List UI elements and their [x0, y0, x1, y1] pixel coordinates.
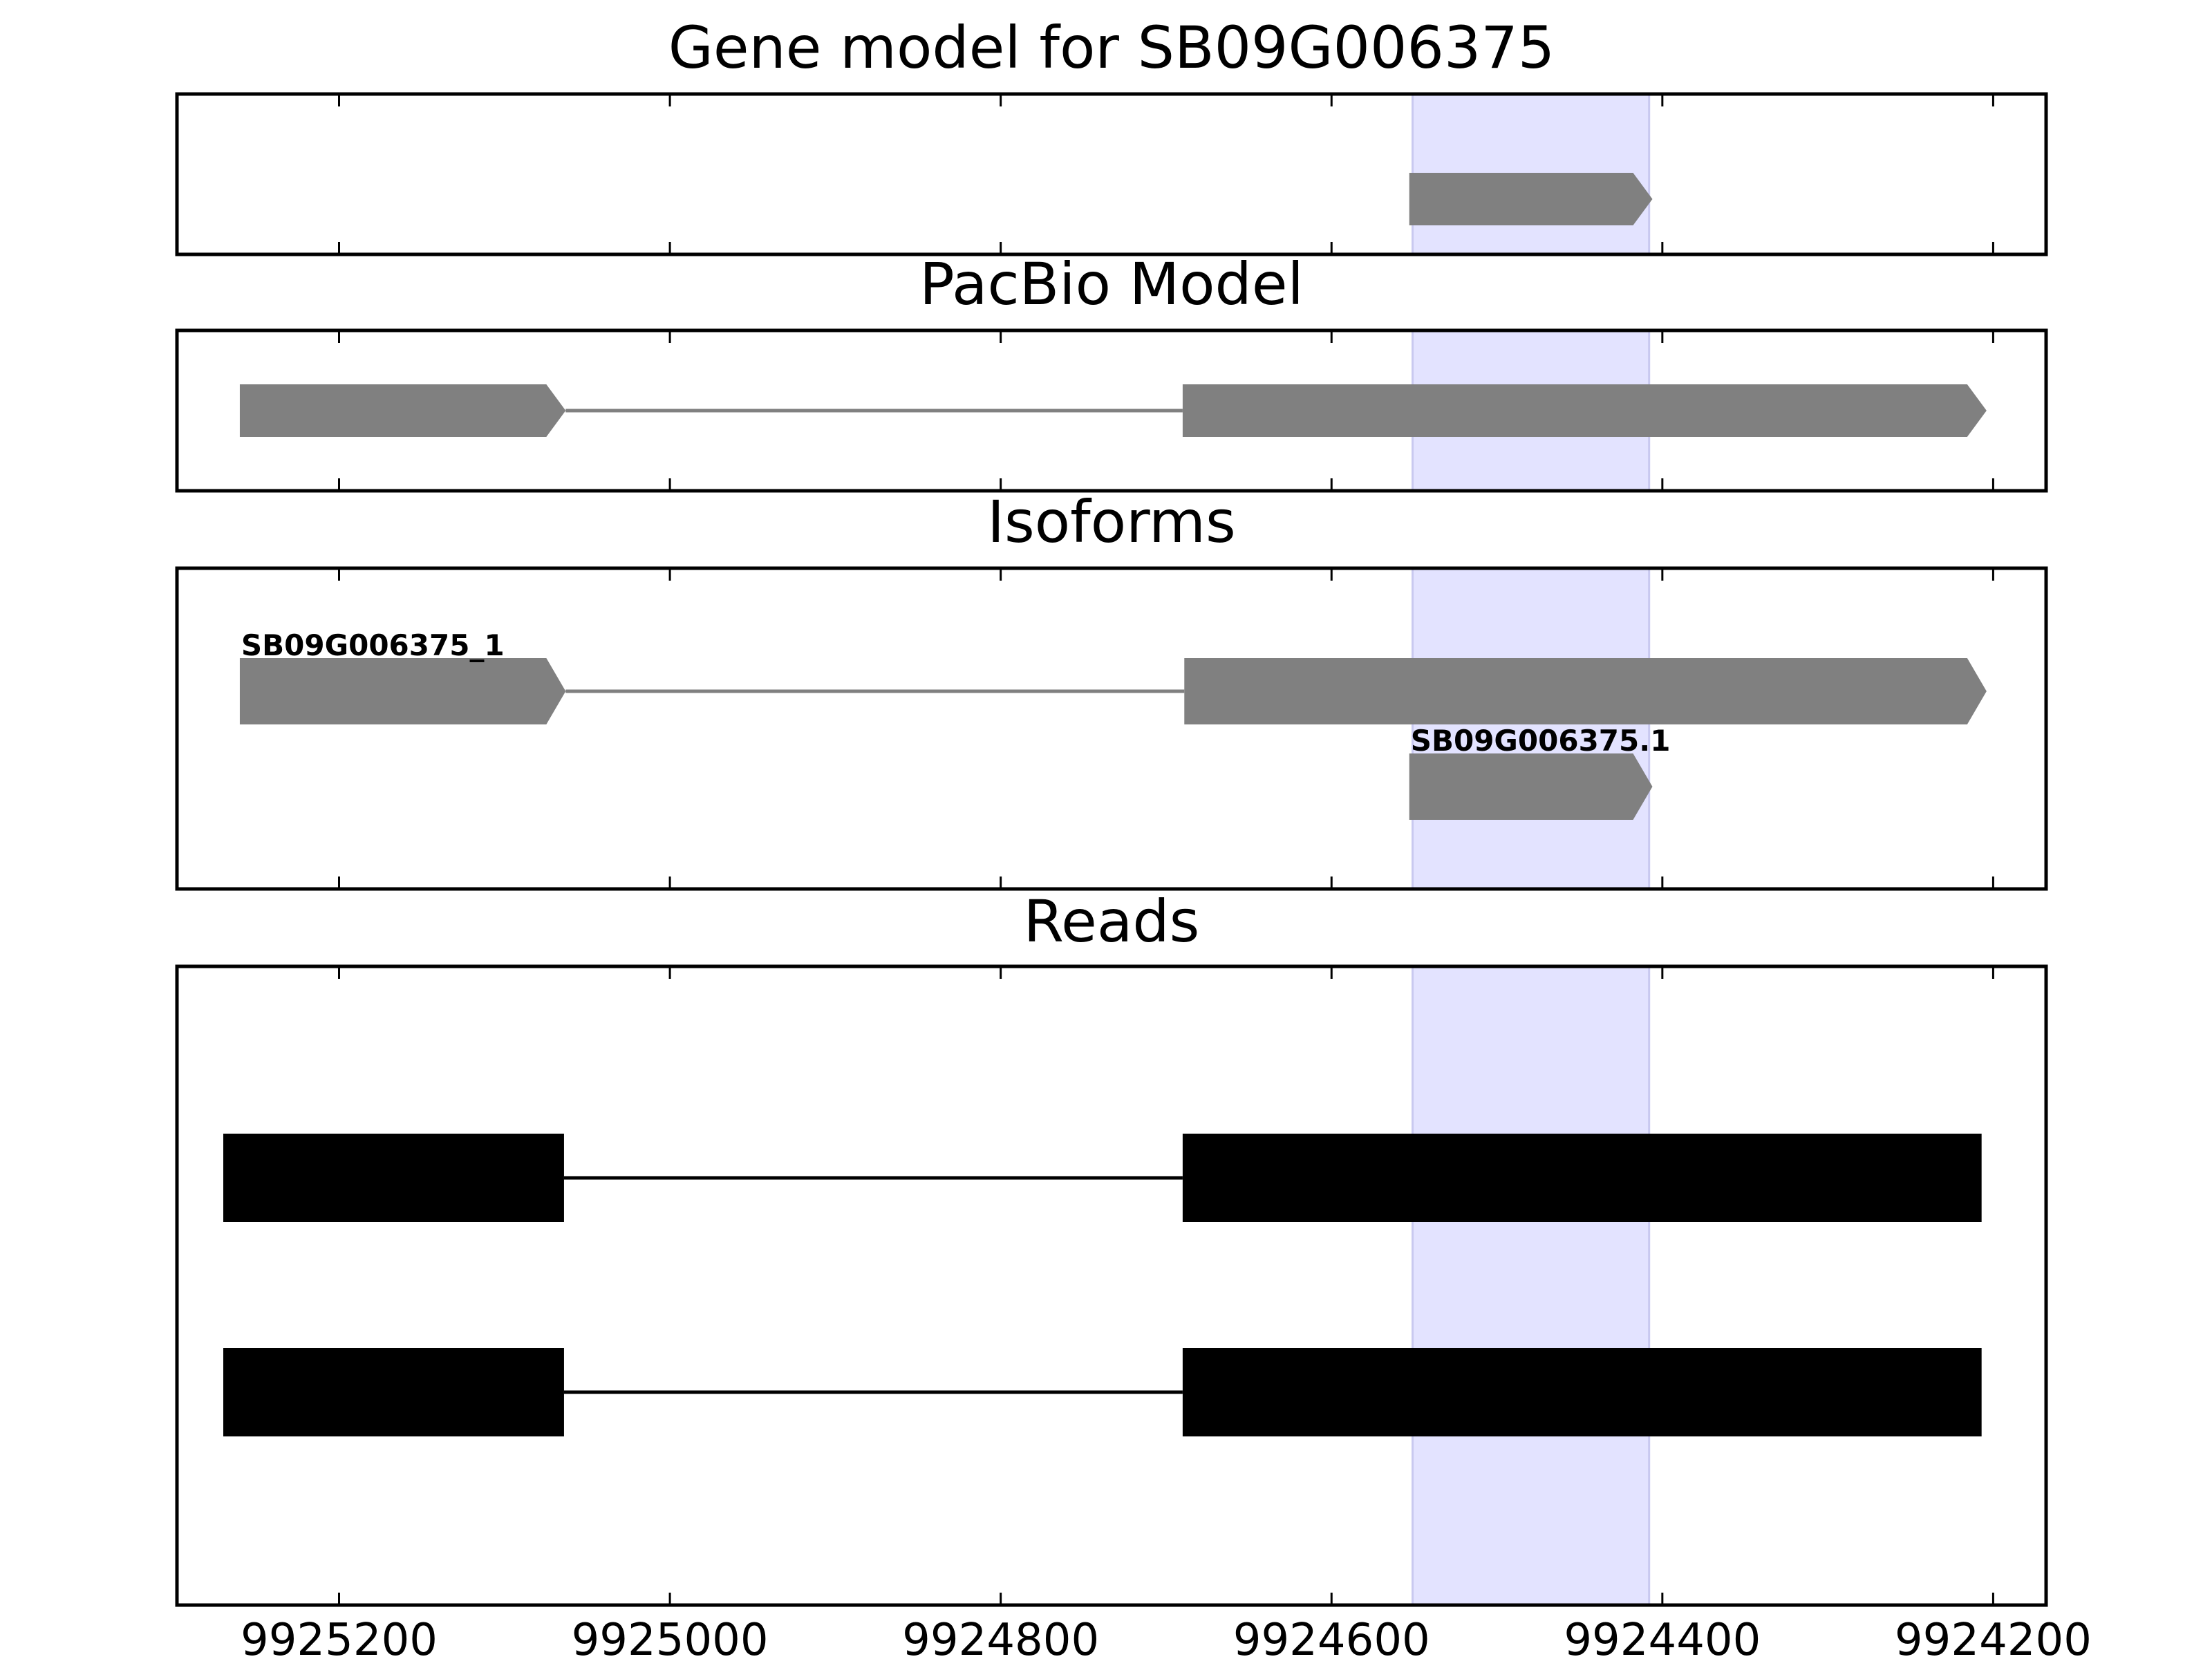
isoforms-feature-1: SB09G006375.1: [1409, 724, 1671, 820]
reads-exon: [223, 1348, 564, 1436]
pacbio-model-panel: PacBio Model: [175, 250, 2048, 493]
x-tick-label: 9925200: [241, 1615, 438, 1659]
gene-model-frame: [175, 92, 2048, 256]
isoforms-exon: [1409, 753, 1653, 820]
reads-panel: Reads: [175, 888, 2048, 1607]
reads-feature-1: [223, 1348, 1982, 1436]
pacbio-model-exon: [239, 384, 566, 437]
x-tick-label: 9924800: [902, 1615, 1099, 1659]
isoforms-frame: [175, 566, 2048, 891]
x-tick-label: 9924400: [1564, 1615, 1761, 1659]
gene-model-exon: [1409, 173, 1653, 225]
reads-highlight-band: [1412, 965, 1651, 1606]
reads-exon: [1182, 1348, 1982, 1436]
reads-feature-0: [223, 1134, 1982, 1222]
gene-model-panel: Gene model for SB09G006375: [175, 14, 2048, 256]
gene-model-feature-0: [1409, 173, 1653, 225]
isoforms-exon: [1184, 658, 1987, 724]
pacbio-model-frame: [175, 328, 2048, 493]
pacbio-model-feature-0: [239, 384, 1987, 437]
gene-model-title: Gene model for SB09G006375: [668, 14, 1555, 82]
x-tick-label: 9924200: [1895, 1615, 2092, 1659]
reads-exon: [1182, 1134, 1982, 1222]
isoforms-title: Isoforms: [987, 488, 1236, 556]
panels-group: Gene model for SB09G006375 PacBio Model Is…: [175, 14, 2048, 1607]
reads-title: Reads: [1024, 888, 1200, 955]
x-tick-label: 9925000: [572, 1615, 769, 1659]
isoforms-exon: [239, 658, 566, 724]
reads-exon: [223, 1134, 564, 1222]
isoforms-feature-0: SB09G006375_1: [239, 628, 1987, 724]
pacbio-model-exon: [1182, 384, 1987, 437]
reads-frame: [175, 964, 2048, 1607]
isoform-label: SB09G006375_1: [241, 628, 505, 662]
isoforms-panel: Isoforms SB09G006375_1 SB09G006375.1: [175, 488, 2048, 891]
x-axis-tick-labels: 9925200 9925000 9924800 9924600 9924400 99242…: [241, 1615, 2092, 1659]
isoform-label: SB09G006375.1: [1411, 724, 1671, 758]
x-tick-label: 9924600: [1233, 1615, 1430, 1659]
pacbio-model-title: PacBio Model: [919, 250, 1304, 318]
